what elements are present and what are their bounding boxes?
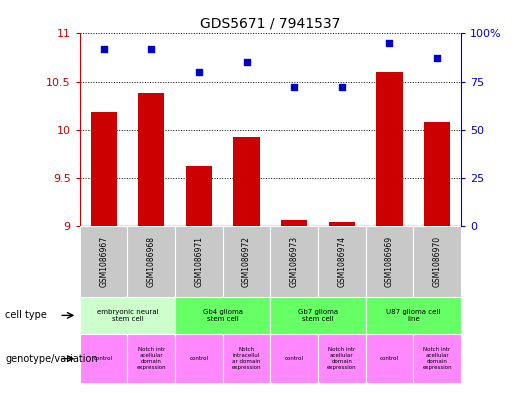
Bar [222,334,270,383]
Text: Notch
intracellul
ar domain
expression: Notch intracellul ar domain expression [232,347,262,370]
Bar [175,297,270,334]
Text: Notch intr
acellular
domain
expression: Notch intr acellular domain expression [327,347,357,370]
Bar [318,334,366,383]
Bar [413,226,461,297]
Text: Notch intr
acellular
domain
expression: Notch intr acellular domain expression [422,347,452,370]
Point [147,46,156,52]
Bar [80,334,128,383]
Bar [80,226,128,297]
Text: genotype/variation: genotype/variation [5,354,98,364]
Text: U87 glioma cell
line: U87 glioma cell line [386,309,440,322]
Point [243,59,251,65]
Bar [233,138,260,226]
Text: control: control [285,356,304,361]
Bar [138,93,164,226]
Bar [80,297,175,334]
Text: control: control [94,356,113,361]
Bar [175,334,222,383]
Text: control: control [190,356,209,361]
Text: control: control [380,356,399,361]
Bar [128,334,175,383]
Bar [186,166,212,226]
Text: Notch intr
acellular
domain
expression: Notch intr acellular domain expression [136,347,166,370]
Bar [366,297,461,334]
Text: Gb4 glioma
stem cell: Gb4 glioma stem cell [203,309,243,322]
Point [433,55,441,62]
Point [338,84,346,90]
Bar [366,334,413,383]
Bar [329,222,355,226]
Bar [270,226,318,297]
Bar [366,226,413,297]
Text: GSM1086970: GSM1086970 [433,236,441,287]
Bar [270,297,366,334]
Bar [424,122,450,226]
Point [385,40,393,46]
Text: GSM1086972: GSM1086972 [242,236,251,287]
Text: GSM1086973: GSM1086973 [290,236,299,287]
Bar [270,334,318,383]
Point [195,69,203,75]
Title: GDS5671 / 7941537: GDS5671 / 7941537 [200,17,340,31]
Text: GSM1086967: GSM1086967 [99,236,108,287]
Bar [175,226,222,297]
Text: GSM1086971: GSM1086971 [195,236,203,287]
Bar [413,334,461,383]
Bar [222,226,270,297]
Text: cell type: cell type [5,310,47,320]
Bar [318,226,366,297]
Bar [281,220,307,226]
Text: Gb7 glioma
stem cell: Gb7 glioma stem cell [298,309,338,322]
Text: GSM1086969: GSM1086969 [385,236,394,287]
Bar [91,112,117,226]
Bar [128,226,175,297]
Text: embryonic neural
stem cell: embryonic neural stem cell [97,309,158,322]
Text: GSM1086974: GSM1086974 [337,236,346,287]
Point [99,46,108,52]
Text: GSM1086968: GSM1086968 [147,236,156,287]
Point [290,84,298,90]
Bar [376,72,403,226]
